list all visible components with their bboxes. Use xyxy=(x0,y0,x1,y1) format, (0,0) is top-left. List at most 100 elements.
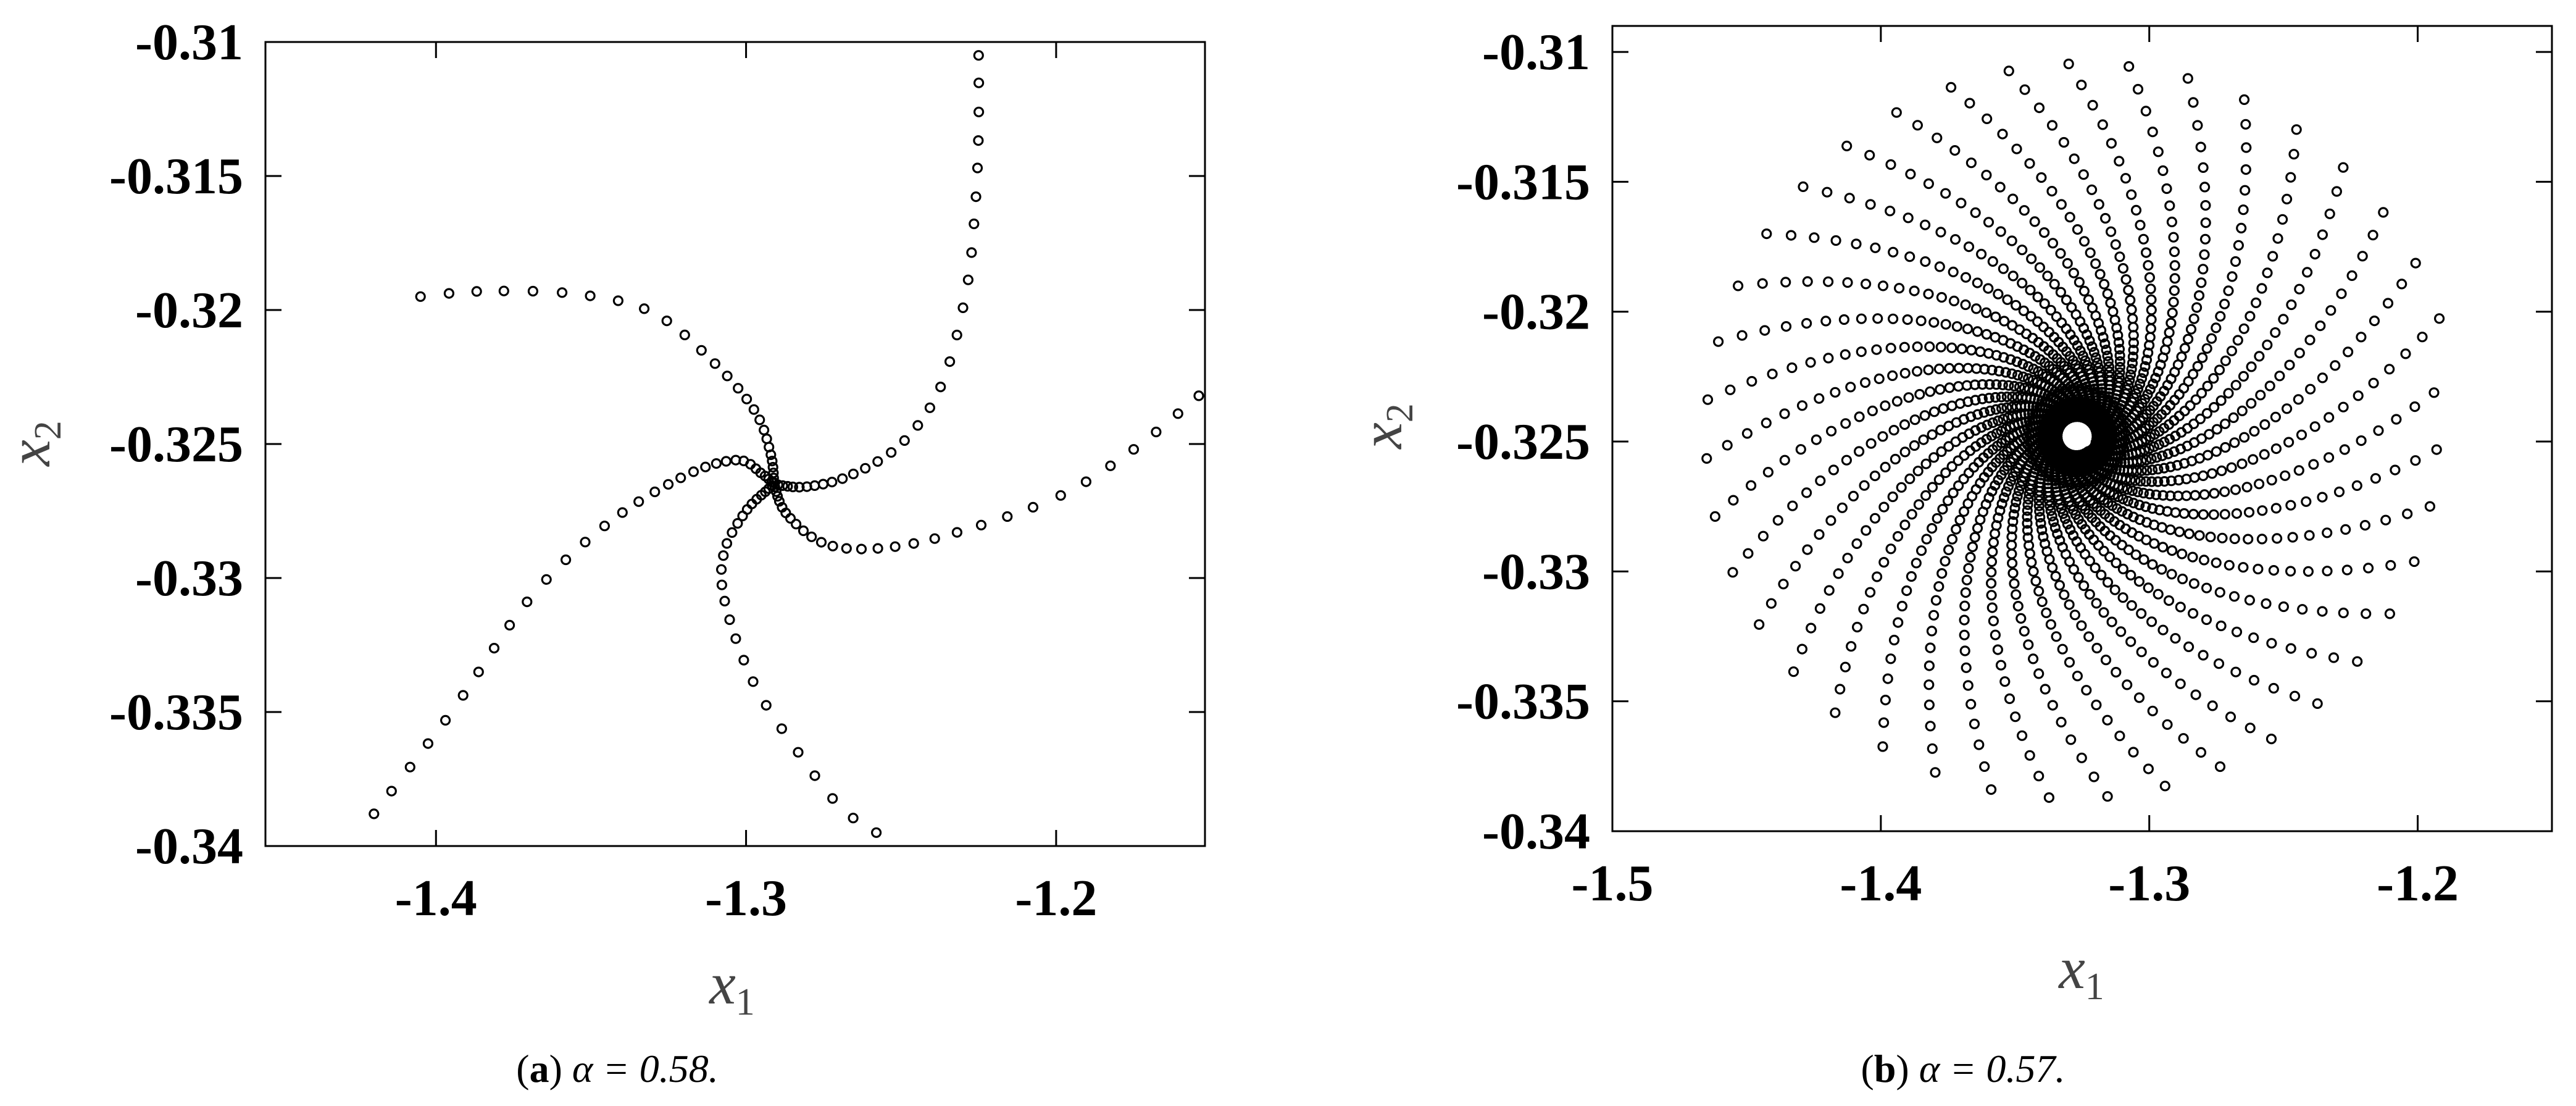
panel-b-data-point xyxy=(1970,207,1981,218)
panel-b-data-point xyxy=(2090,562,2101,574)
panel-b-data-point xyxy=(2011,143,2022,154)
panel-b-data-point xyxy=(2083,631,2095,642)
panel-b-data-point xyxy=(2090,352,2101,363)
panel-b-data-point xyxy=(2006,540,2017,551)
panel-b-data-point xyxy=(2236,458,2248,469)
panel-b-data-point xyxy=(1785,230,1797,241)
panel-a-data-point xyxy=(1080,476,1092,487)
panel-a-data-point xyxy=(908,538,919,549)
panel-b-data-point xyxy=(1880,694,1891,706)
panel-b-data-point xyxy=(2102,791,2113,802)
b-ytick-label: -0.335 xyxy=(1456,673,1590,731)
panel-b-data-point xyxy=(2023,373,2034,384)
panel-b-data-point xyxy=(2128,511,2139,522)
panel-b-data-point xyxy=(1959,450,1970,461)
panel-b-data-point xyxy=(2215,311,2226,322)
panel-b-data-point xyxy=(2368,377,2379,388)
panel-b-data-point xyxy=(2113,337,2124,348)
panel-b-data-point xyxy=(2042,270,2053,282)
panel-b-data-point xyxy=(1845,382,1856,393)
panel-b-data-point xyxy=(1892,530,1904,542)
panel-a-data-point xyxy=(951,329,962,341)
panel-b-data-point xyxy=(2003,380,2014,391)
panel-b-data-point xyxy=(2282,403,2293,414)
panel-b-data-point xyxy=(2045,304,2056,316)
panel-b-data-point xyxy=(1909,414,1920,425)
panel-b-data-point xyxy=(2029,216,2040,227)
panel-b-data-point xyxy=(2032,316,2043,327)
panel-b-data-point xyxy=(1854,446,1865,457)
panel-b-data-point xyxy=(1788,666,1799,677)
panel-b-data-point xyxy=(2106,138,2117,149)
panel-b-data-point xyxy=(1893,617,1904,628)
panel-b-data-point xyxy=(1949,145,1961,156)
panel-b-data-point xyxy=(1867,405,1878,417)
panel-b-data-point xyxy=(2179,343,2190,354)
panel-b-data-point xyxy=(2262,267,2273,279)
panel-a-data-point xyxy=(758,424,770,436)
panel-a-data-point xyxy=(973,77,985,88)
panel-a-data-point xyxy=(556,287,568,298)
panel-b-data-point xyxy=(2103,356,2114,367)
panel-b-data-point xyxy=(2017,358,2028,370)
panel-b-data-point xyxy=(2206,333,2217,344)
panel-b-data-point xyxy=(2144,443,2155,455)
panel-b-data-point xyxy=(2303,566,2314,577)
panel-b-data-point xyxy=(2230,380,2241,391)
panel-b-data-point xyxy=(2278,314,2289,325)
panel-b-data-point xyxy=(1988,537,1999,548)
panel-b-data-point xyxy=(1814,393,1825,404)
panel-b-data-point xyxy=(2136,647,2147,658)
panel-b-data-point xyxy=(2259,419,2270,430)
panel-b-data-point xyxy=(2312,698,2323,710)
panel-b-data-point xyxy=(2140,501,2151,513)
panel-b-data-point xyxy=(2025,311,2036,322)
panel-b-data-point xyxy=(2251,297,2262,308)
panel-b-data-point xyxy=(2317,492,2328,503)
panel-b-data-point xyxy=(2062,519,2073,530)
panel-b-data-point xyxy=(2324,452,2335,463)
panel-b-data-point xyxy=(1885,206,1896,217)
panel-b-data-point xyxy=(2285,172,2296,183)
panel-b-data-point xyxy=(2122,508,2133,520)
panel-b-data-point xyxy=(1906,571,1917,582)
panel-b-data-point xyxy=(2322,566,2333,577)
panel-a-data-point xyxy=(782,480,793,492)
panel-b-data-point xyxy=(2219,486,2230,497)
panel-b-data-point xyxy=(1856,346,1867,358)
panel-b-points xyxy=(1701,58,2445,803)
panel-b-data-point xyxy=(2003,480,2014,492)
panel-b-data-point xyxy=(2324,208,2335,219)
panel-b-data-point xyxy=(1982,419,1993,430)
panel-b-data-point xyxy=(2220,418,2231,429)
panel-b-data-point xyxy=(1885,653,1896,664)
panel-b-data-point xyxy=(2262,339,2273,351)
panel-b-data-point xyxy=(2128,330,2139,341)
panel-a-data-point xyxy=(969,218,980,230)
panel-b-data-point xyxy=(1993,288,2004,300)
panel-b-data-point xyxy=(2125,369,2136,380)
b-ytick-label: -0.33 xyxy=(1482,543,1590,600)
panel-b-data-point xyxy=(2163,595,2175,606)
panel-b-data-point xyxy=(1999,676,2011,687)
panel-b-data-point xyxy=(1848,490,1859,502)
panel-b-data-point xyxy=(1842,553,1853,564)
panel-b-data-point xyxy=(1859,480,1870,491)
panel-b-data-point xyxy=(2373,425,2384,436)
panel-a-data-point xyxy=(721,538,733,549)
panel-b-data-point xyxy=(1953,480,1964,492)
panel-b-data-point xyxy=(2076,80,2087,91)
panel-b-data-point xyxy=(1887,370,1898,382)
panel-b-data-point xyxy=(2132,487,2143,498)
panel-b-data-point xyxy=(2157,490,2169,501)
panel-b-data-point xyxy=(2138,487,2149,499)
panel-a-data-point xyxy=(527,285,539,297)
panel-b-data-point xyxy=(2074,277,2085,288)
panel-b-data-point xyxy=(2185,400,2196,411)
panel-b-data-point xyxy=(2214,761,2226,773)
panel-b-data-point xyxy=(2183,641,2195,653)
panel-b-data-point xyxy=(1838,314,1849,325)
panel-b-data-point xyxy=(2025,285,2036,296)
panel-b-data-point xyxy=(1965,698,1977,710)
panel-b-data-point xyxy=(2138,367,2149,379)
